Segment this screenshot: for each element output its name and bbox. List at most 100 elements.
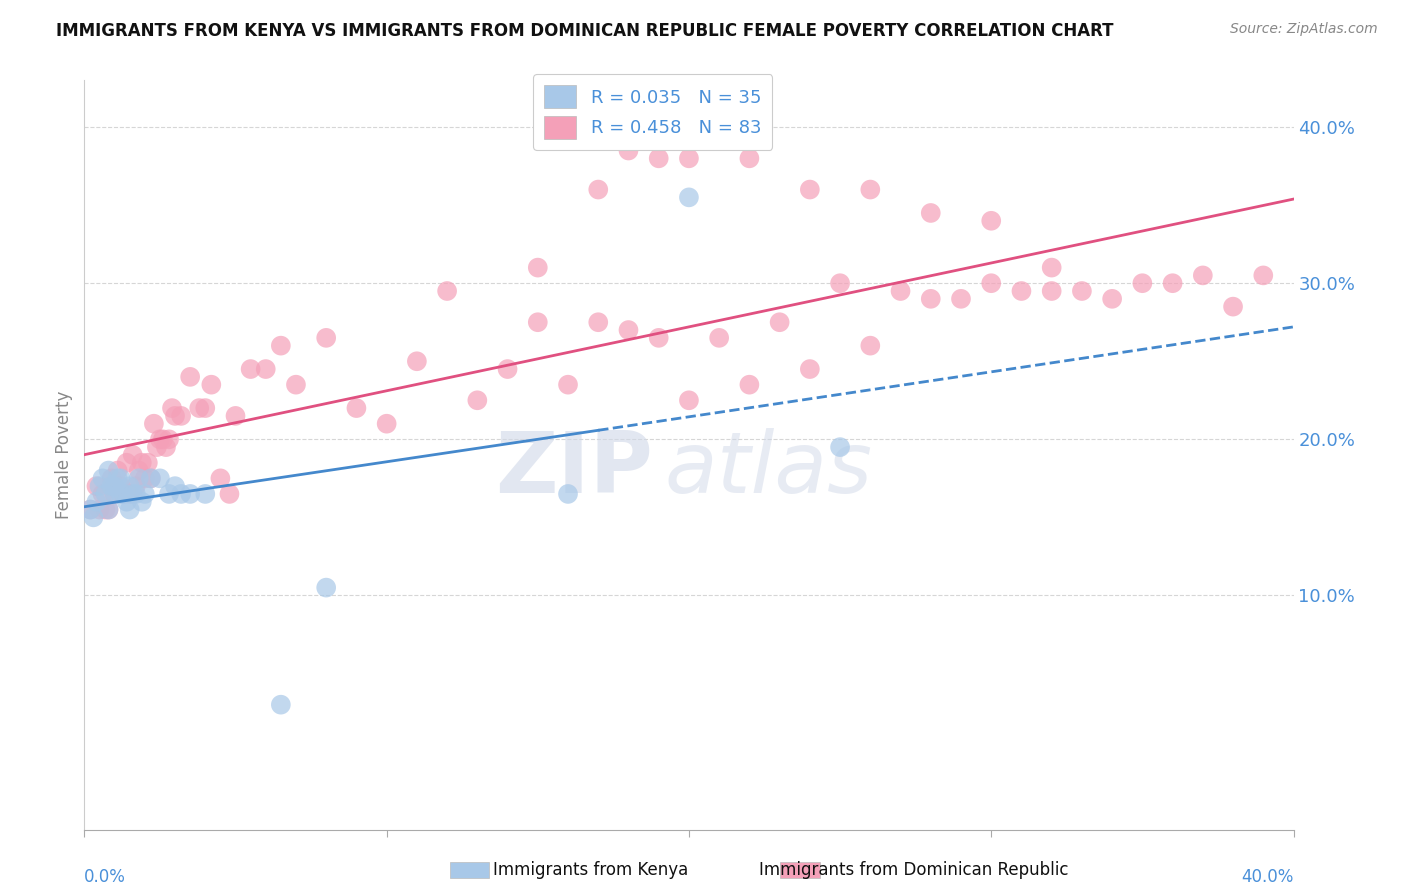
Point <box>179 487 201 501</box>
Point <box>97 502 120 516</box>
Point <box>165 409 187 423</box>
Point <box>170 487 193 501</box>
Point <box>678 151 700 165</box>
Point <box>769 315 792 329</box>
Legend: R = 0.035   N = 35, R = 0.458   N = 83: R = 0.035 N = 35, R = 0.458 N = 83 <box>533 74 772 150</box>
Point <box>209 471 232 485</box>
Point <box>588 315 610 329</box>
Point <box>496 362 519 376</box>
Point <box>128 464 150 478</box>
Point <box>980 213 1002 227</box>
Point <box>94 487 117 501</box>
Point <box>131 456 153 470</box>
Point <box>285 377 308 392</box>
Point <box>617 144 640 158</box>
Point <box>136 456 159 470</box>
Point <box>678 190 700 204</box>
Point <box>859 338 882 352</box>
Point <box>155 440 177 454</box>
Point <box>218 487 240 501</box>
Point <box>200 377 222 392</box>
Point <box>157 487 180 501</box>
Point <box>980 276 1002 290</box>
Point <box>194 487 217 501</box>
Point <box>890 284 912 298</box>
Point <box>1071 284 1094 298</box>
Point <box>131 494 153 508</box>
Point <box>86 479 108 493</box>
Point <box>97 502 120 516</box>
Text: atlas: atlas <box>665 428 873 511</box>
Point <box>950 292 973 306</box>
Point <box>125 487 148 501</box>
Point <box>112 487 135 501</box>
Point <box>146 440 169 454</box>
Point <box>709 331 731 345</box>
Point <box>738 151 761 165</box>
Point <box>149 471 172 485</box>
Point <box>97 464 120 478</box>
Point <box>134 487 156 501</box>
Point <box>617 323 640 337</box>
Point <box>118 487 141 501</box>
Point <box>91 487 114 501</box>
Point <box>648 331 671 345</box>
Point <box>107 471 129 485</box>
Point <box>94 502 117 516</box>
Point <box>157 432 180 446</box>
Point <box>557 377 579 392</box>
Text: IMMIGRANTS FROM KENYA VS IMMIGRANTS FROM DOMINICAN REPUBLIC FEMALE POVERTY CORRE: IMMIGRANTS FROM KENYA VS IMMIGRANTS FROM… <box>56 22 1114 40</box>
Point <box>104 487 127 501</box>
Point <box>1101 292 1123 306</box>
Point <box>86 494 108 508</box>
Point <box>139 471 162 485</box>
Point <box>128 471 150 485</box>
Text: Immigrants from Kenya: Immigrants from Kenya <box>494 861 688 879</box>
Point <box>254 362 277 376</box>
Point <box>112 487 135 501</box>
Point <box>1130 276 1153 290</box>
Point <box>436 284 458 298</box>
Point <box>799 362 821 376</box>
Point <box>115 494 138 508</box>
Point <box>160 401 183 415</box>
Point <box>134 471 156 485</box>
Text: 0.0%: 0.0% <box>84 869 127 887</box>
Point <box>830 440 852 454</box>
Point <box>125 479 148 493</box>
Point <box>121 448 143 462</box>
Point <box>118 479 141 493</box>
Point <box>1192 268 1215 283</box>
Point <box>104 479 127 493</box>
Point <box>920 292 942 306</box>
Point <box>270 338 292 352</box>
Point <box>91 471 114 485</box>
Point <box>82 510 104 524</box>
Text: Source: ZipAtlas.com: Source: ZipAtlas.com <box>1230 22 1378 37</box>
Point <box>315 331 337 345</box>
Text: 40.0%: 40.0% <box>1241 869 1294 887</box>
Point <box>527 260 550 275</box>
Point <box>118 502 141 516</box>
Point <box>920 206 942 220</box>
Point <box>648 151 671 165</box>
Point <box>799 182 821 196</box>
Point <box>678 393 700 408</box>
Point <box>115 456 138 470</box>
Point <box>165 479 187 493</box>
Point <box>406 354 429 368</box>
Point <box>110 487 132 501</box>
Point <box>1253 268 1275 283</box>
Point <box>1040 260 1063 275</box>
Point <box>588 182 610 196</box>
Point <box>346 401 368 415</box>
Point <box>100 479 122 493</box>
Point <box>149 432 172 446</box>
Point <box>110 471 132 485</box>
Point <box>830 276 852 290</box>
Point <box>467 393 489 408</box>
Point <box>121 487 143 501</box>
Point <box>859 182 882 196</box>
Point <box>527 315 550 329</box>
Point <box>139 471 162 485</box>
